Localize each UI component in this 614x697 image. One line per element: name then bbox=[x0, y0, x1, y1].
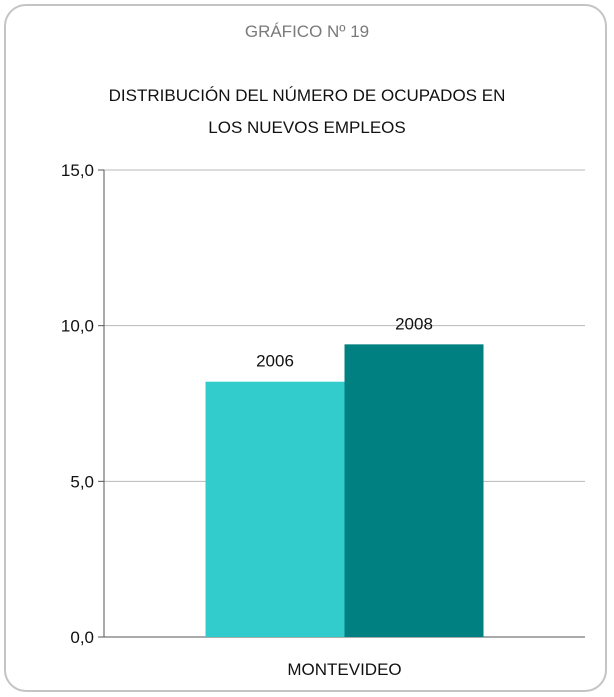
x-category-label: MONTEVIDEO bbox=[287, 660, 401, 679]
data-label-2006: 2006 bbox=[256, 352, 294, 371]
bar-2008 bbox=[344, 344, 484, 637]
chart-kicker: GRÁFICO Nº 19 bbox=[244, 22, 370, 41]
y-tick-label: 15,0 bbox=[61, 161, 94, 180]
bars bbox=[205, 344, 484, 637]
chart-title: DISTRIBUCIÓN DEL NÚMERO DE OCUPADOS EN L… bbox=[108, 86, 506, 137]
labels: 2006 2008 MONTEVIDEO bbox=[256, 314, 433, 679]
y-tick-label: 0,0 bbox=[70, 628, 94, 647]
y-tick-label: 10,0 bbox=[61, 317, 94, 336]
y-tick-label: 5,0 bbox=[70, 472, 94, 491]
bar-2006 bbox=[205, 381, 345, 637]
data-label-2008: 2008 bbox=[395, 314, 433, 333]
